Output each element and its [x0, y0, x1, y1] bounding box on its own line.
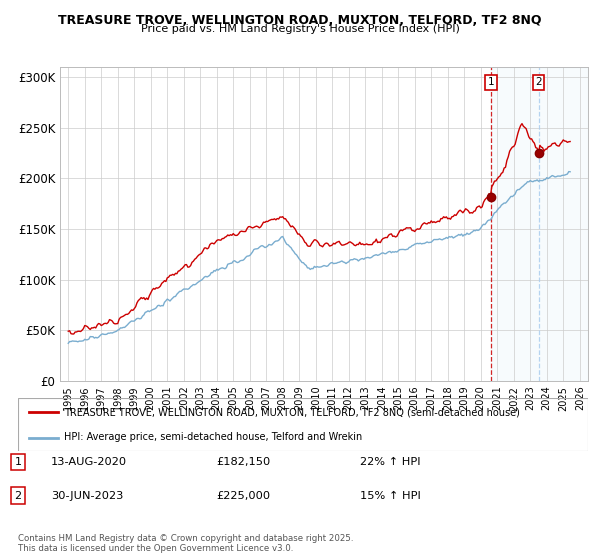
- Text: 22% ↑ HPI: 22% ↑ HPI: [360, 457, 421, 467]
- Text: 15% ↑ HPI: 15% ↑ HPI: [360, 491, 421, 501]
- Text: 2: 2: [535, 77, 542, 87]
- Text: TREASURE TROVE, WELLINGTON ROAD, MUXTON, TELFORD, TF2 8NQ: TREASURE TROVE, WELLINGTON ROAD, MUXTON,…: [58, 14, 542, 27]
- Text: 13-AUG-2020: 13-AUG-2020: [51, 457, 127, 467]
- Text: TREASURE TROVE, WELLINGTON ROAD, MUXTON, TELFORD, TF2 8NQ (semi-detached house): TREASURE TROVE, WELLINGTON ROAD, MUXTON,…: [64, 408, 520, 418]
- Text: 30-JUN-2023: 30-JUN-2023: [51, 491, 124, 501]
- Text: 2: 2: [14, 491, 22, 501]
- Bar: [491, 67, 588, 381]
- Text: HPI: Average price, semi-detached house, Telford and Wrekin: HPI: Average price, semi-detached house,…: [64, 432, 362, 442]
- Text: 1: 1: [14, 457, 22, 467]
- Text: £182,150: £182,150: [216, 457, 270, 467]
- Text: Contains HM Land Registry data © Crown copyright and database right 2025.
This d: Contains HM Land Registry data © Crown c…: [18, 534, 353, 553]
- Text: 1: 1: [488, 77, 494, 87]
- Text: £225,000: £225,000: [216, 491, 270, 501]
- Text: Price paid vs. HM Land Registry's House Price Index (HPI): Price paid vs. HM Land Registry's House …: [140, 24, 460, 34]
